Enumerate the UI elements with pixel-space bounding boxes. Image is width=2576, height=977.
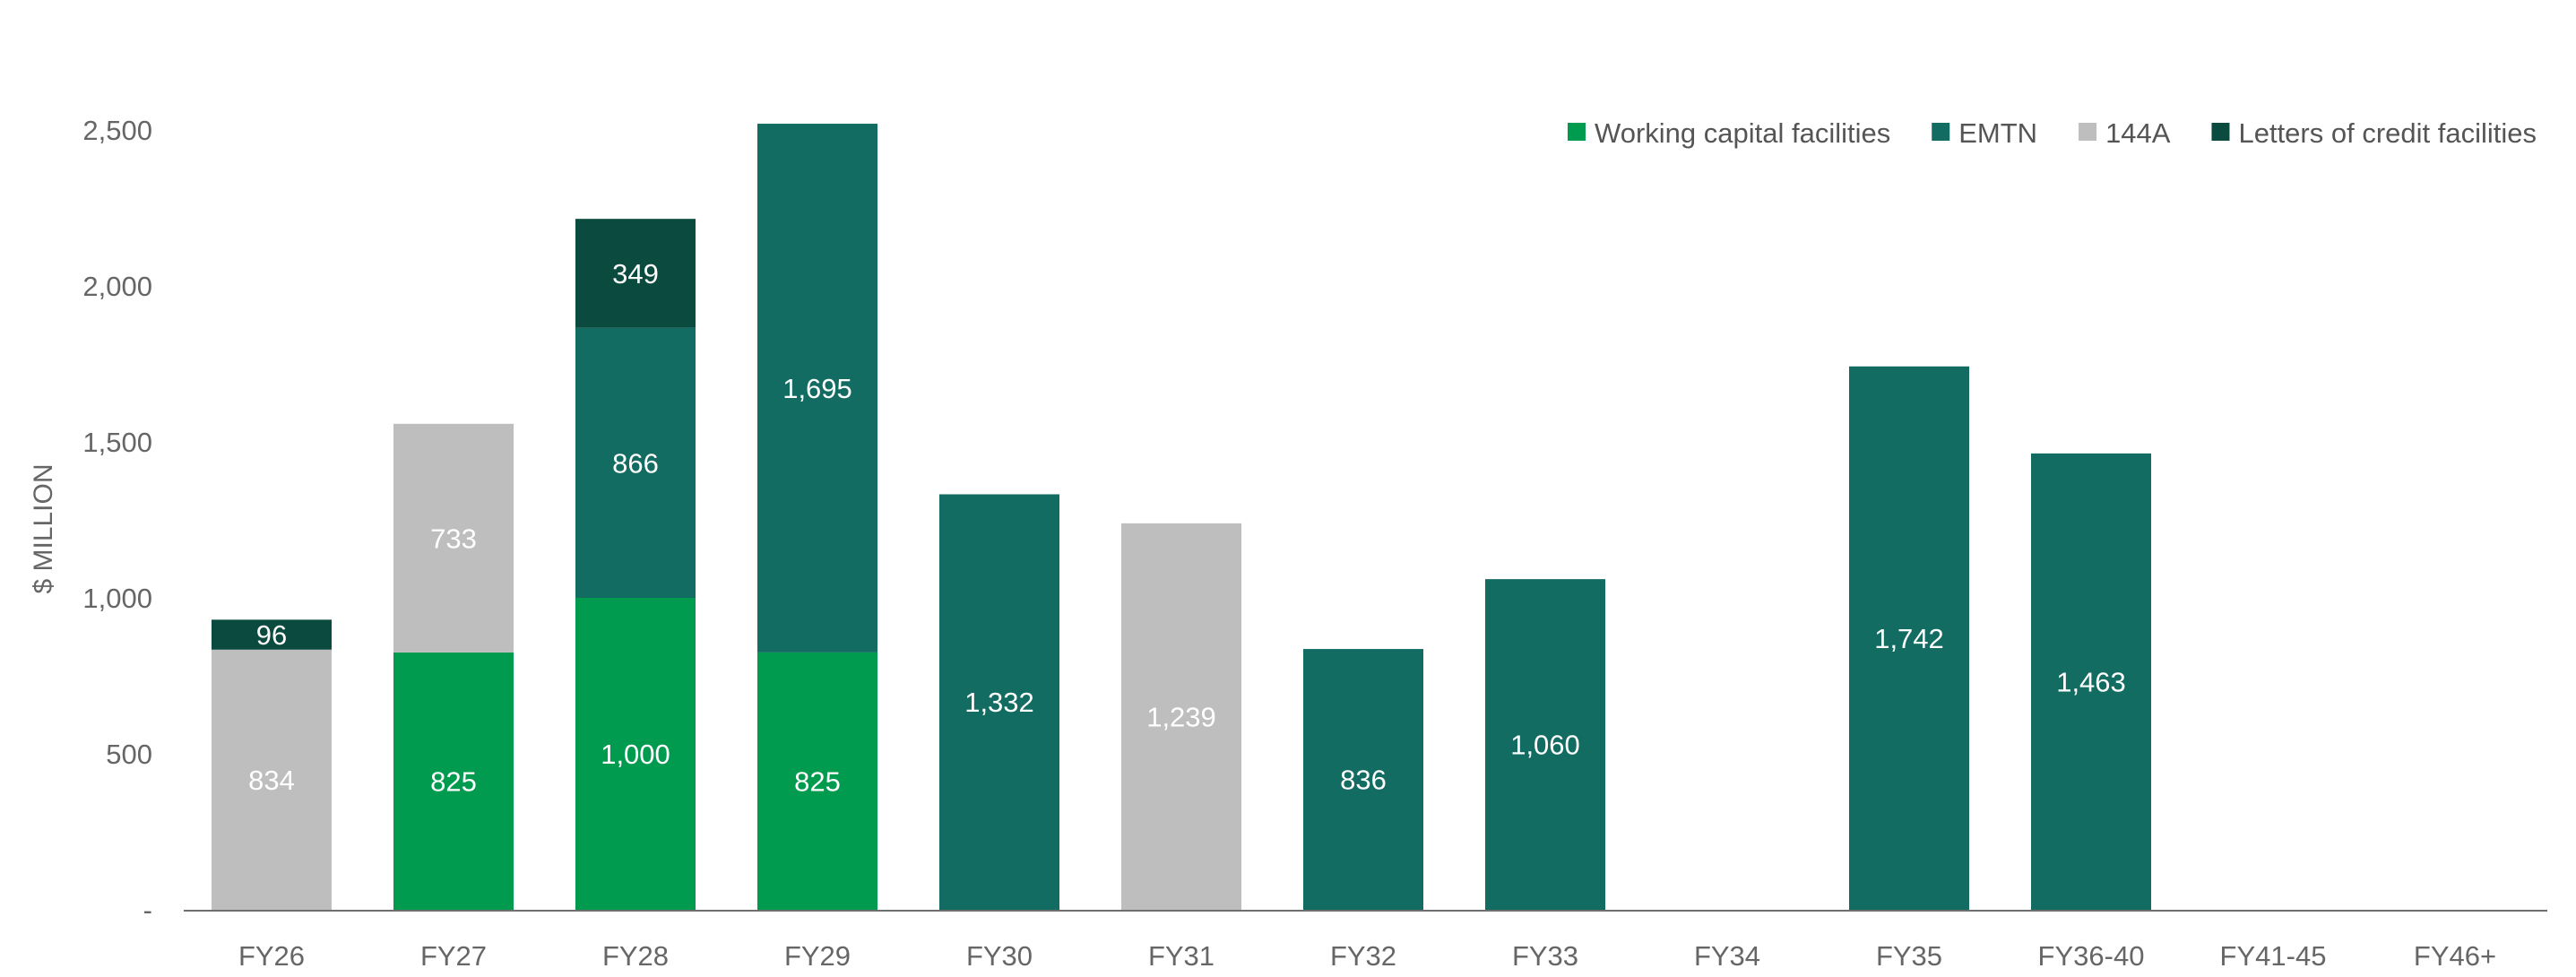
y-axis-title: $ MILLION xyxy=(29,463,58,593)
x-tick-label: FY31 xyxy=(1148,940,1215,972)
bar-labels-group: 834 96 825 733 1,000 866 349 825 1,695 1,332 1,239… xyxy=(248,258,2126,798)
bar-emtn-fy30 xyxy=(939,494,1059,910)
bar-working-capital-facilities-fy27 xyxy=(393,652,514,910)
bar-letters-of-credit-facilities-fy28 xyxy=(575,219,696,328)
bar-emtn-fy36-40 xyxy=(2031,453,2151,910)
data-label: 349 xyxy=(612,258,659,290)
data-label: 1,239 xyxy=(1146,701,1216,732)
bars-group xyxy=(212,124,2151,910)
legend-item-letters-of-credit-facilities: Letters of credit facilities xyxy=(2211,117,2537,149)
data-label: 836 xyxy=(1340,765,1387,796)
data-label: 834 xyxy=(248,765,295,796)
y-tick-label: 1,000 xyxy=(82,583,152,614)
x-tick-label: FY41-45 xyxy=(2220,940,2327,972)
data-label: 1,000 xyxy=(601,739,670,770)
bar-working-capital-facilities-fy29 xyxy=(757,652,877,910)
y-axis-ticks: - 500 1,000 1,500 2,000 2,500 xyxy=(82,115,152,926)
legend-item-working-capital-facilities: Working capital facilities xyxy=(1568,117,1890,149)
x-tick-label: FY32 xyxy=(1330,940,1396,972)
x-tick-label: FY35 xyxy=(1876,940,1942,972)
x-axis-tick-labels: FY26 FY27 FY28 FY29 FY30 FY31 FY32 FY33 FY34 FY35… xyxy=(238,940,2496,972)
x-tick-label: FY28 xyxy=(602,940,669,972)
data-label: 1,060 xyxy=(1510,730,1580,761)
x-tick-label: FY26 xyxy=(238,940,305,972)
data-label: 1,463 xyxy=(2056,666,2126,697)
x-tick-label: FY34 xyxy=(1694,940,1760,972)
x-tick-label: FY36-40 xyxy=(2038,940,2145,972)
y-tick-label: 500 xyxy=(106,739,152,770)
legend: Working capital facilities EMTN 144A Letter… xyxy=(1568,117,2537,149)
data-label: 1,695 xyxy=(782,373,852,404)
bar-144a-fy31 xyxy=(1121,523,1241,910)
x-tick-label: FY29 xyxy=(784,940,851,972)
x-tick-label: FY27 xyxy=(420,940,487,972)
legend-label: EMTN xyxy=(1958,117,2037,149)
bar-emtn-fy35 xyxy=(1849,366,1969,910)
legend-label: 144A xyxy=(2105,117,2171,149)
x-tick-label: FY46+ xyxy=(2414,940,2496,972)
data-label: 825 xyxy=(794,765,841,797)
bar-emtn-fy28 xyxy=(575,327,696,598)
legend-swatch xyxy=(1932,123,1950,141)
bar-letters-of-credit-facilities-fy26 xyxy=(212,619,332,650)
x-tick-label: FY30 xyxy=(966,940,1033,972)
data-label: 733 xyxy=(430,523,477,554)
data-label: 1,742 xyxy=(1874,623,1944,654)
y-tick-label: 2,500 xyxy=(82,115,152,146)
data-label: 1,332 xyxy=(964,687,1034,718)
x-tick-label: FY33 xyxy=(1512,940,1578,972)
data-label: 825 xyxy=(430,765,477,797)
legend-swatch xyxy=(1568,123,1586,141)
bar-emtn-fy32 xyxy=(1303,649,1423,910)
data-label: 96 xyxy=(256,619,287,651)
y-tick-label: 2,000 xyxy=(82,271,152,302)
legend-label: Working capital facilities xyxy=(1595,117,1890,149)
y-tick-label: - xyxy=(143,895,152,926)
bar-144a-fy27 xyxy=(393,423,514,653)
data-label: 866 xyxy=(612,447,659,479)
y-axis-title-group: $ MILLION xyxy=(29,463,58,593)
bar-144a-fy26 xyxy=(212,649,332,910)
legend-swatch xyxy=(2079,123,2097,141)
bar-emtn-fy29 xyxy=(757,124,877,653)
bar-working-capital-facilities-fy28 xyxy=(575,598,696,910)
legend-item-emtn: EMTN xyxy=(1932,117,2037,149)
y-tick-label: 1,500 xyxy=(82,427,152,458)
legend-swatch xyxy=(2211,123,2230,141)
legend-item-144a: 144A xyxy=(2079,117,2171,149)
bar-emtn-fy33 xyxy=(1485,579,1605,910)
legend-label: Letters of credit facilities xyxy=(2238,117,2537,149)
